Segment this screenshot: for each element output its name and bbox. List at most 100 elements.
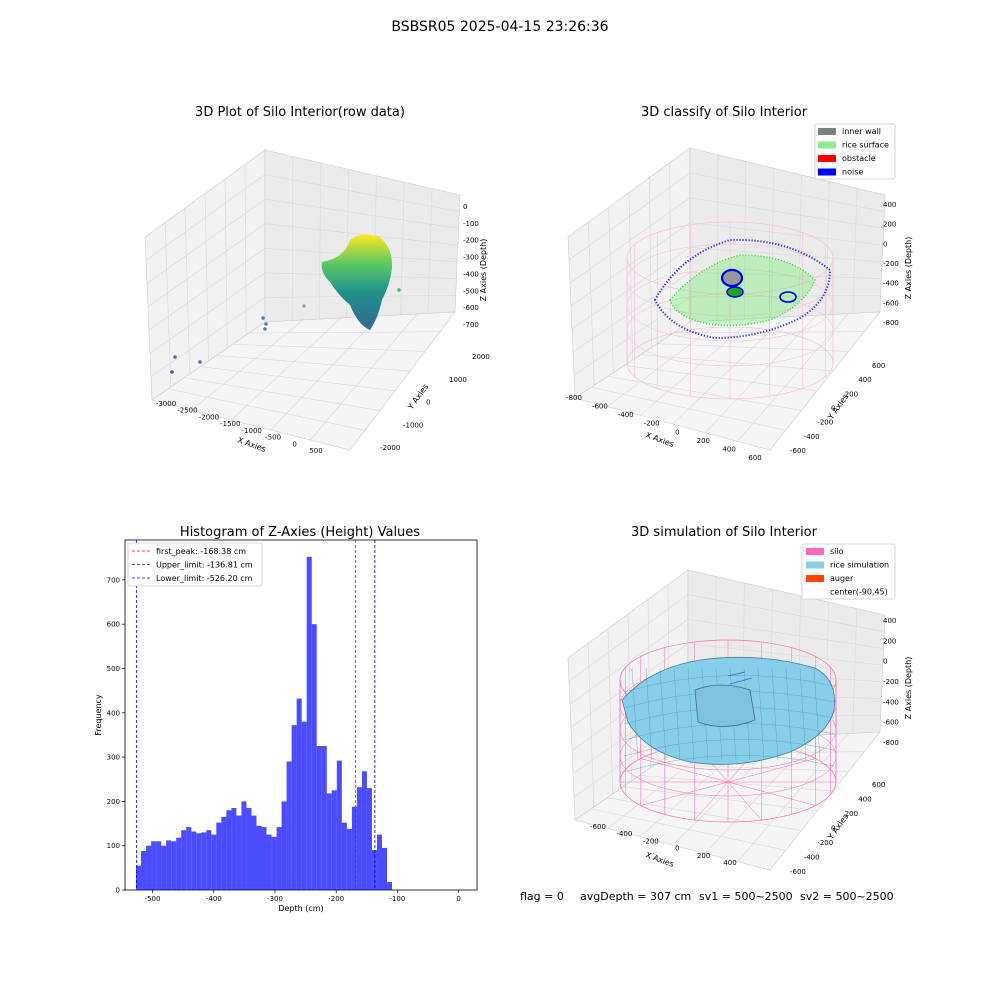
classify-y-tick-label: -600 xyxy=(790,447,806,455)
histogram-y-tick-label: 100 xyxy=(107,842,120,850)
classify-x-tick-label: 0 xyxy=(675,428,679,436)
histogram-bar xyxy=(321,746,327,890)
histogram-y-axis-label: Frequency xyxy=(94,694,103,736)
histogram-legend-label: first_peak: -168.38 cm xyxy=(156,547,246,556)
histogram-bar xyxy=(336,760,342,890)
raw-y-tick-label: 0 xyxy=(426,399,430,407)
histogram-bar xyxy=(261,827,267,890)
histogram-bar xyxy=(211,834,217,890)
raw-y-tick-label: 2000 xyxy=(472,353,490,361)
histogram-panel: Histogram of Z-Axies (Height) Values -50… xyxy=(94,525,478,913)
sv1-text: sv1 = 500~2500 xyxy=(699,890,793,903)
histogram-y-tick-label: 400 xyxy=(107,709,120,717)
simulation-z-tick-label: -600 xyxy=(883,719,899,727)
raw-y-tick-label: 1000 xyxy=(449,376,467,384)
histogram-bar xyxy=(151,841,157,890)
classify-x-tick-label: -800 xyxy=(566,394,582,402)
simulation-z-tick-label: 0 xyxy=(883,658,887,666)
histogram-bar xyxy=(331,790,337,890)
histogram-bar xyxy=(166,840,172,890)
simulation-x-tick-label: 0 xyxy=(675,845,679,853)
simulation-z-tick-label: 200 xyxy=(883,637,896,645)
classify-x-axis-label: X Axies xyxy=(644,430,675,449)
histogram-title: Histogram of Z-Axies (Height) Values xyxy=(180,525,420,540)
classify-y-tick-label: 400 xyxy=(858,376,871,384)
classify-z-tick-label: -600 xyxy=(883,299,899,307)
simulation-x-tick-label: 200 xyxy=(697,852,710,860)
status-footer: flag = 0 avgDepth = 307 cm sv1 = 500~250… xyxy=(520,890,894,903)
histogram-bar xyxy=(291,725,297,890)
simulation-scene xyxy=(619,639,837,823)
raw-x-axis-label: X Axies xyxy=(236,435,267,454)
classify-z-tick-label: -800 xyxy=(883,319,899,327)
classify-panel-title: 3D classify of Silo Interior xyxy=(641,105,808,120)
simulation-legend: silo rice simulation auger center(-90,45) xyxy=(801,543,896,600)
classify-legend-swatch xyxy=(818,168,836,176)
histogram-bar xyxy=(156,841,162,890)
histogram-bar xyxy=(256,825,262,890)
histogram-reference-lines xyxy=(136,540,376,890)
classify-legend-label: inner wall xyxy=(842,127,881,136)
histogram-legend-label: Lower_limit: -526.20 cm xyxy=(156,574,253,583)
classify-z-tick-label: 200 xyxy=(883,221,896,229)
simulation-z-tick-label: 400 xyxy=(883,617,896,625)
histogram-legend-label: Upper_limit: -136.81 cm xyxy=(156,561,253,570)
histogram-x-axis-label: Depth (cm) xyxy=(278,904,323,913)
classify-z-tick-label: -400 xyxy=(883,280,899,288)
histogram-bar xyxy=(191,831,197,890)
classify-legend-label: rice surface xyxy=(842,141,889,150)
raw-x-tick-label: -500 xyxy=(265,434,281,442)
simulation-legend-swatch xyxy=(806,548,824,555)
histogram-bar xyxy=(136,865,142,890)
histogram-bar xyxy=(181,830,187,890)
raw-z-tick-label: -300 xyxy=(463,254,479,262)
raw-x-tick-label: -3000 xyxy=(156,400,176,408)
histogram-bar xyxy=(361,771,367,890)
histogram-x-tick-label: 0 xyxy=(456,895,460,903)
raw-y-tick-label: -2000 xyxy=(380,444,400,452)
histogram-bar xyxy=(226,810,232,890)
histogram-bar xyxy=(246,808,252,890)
histogram-bars xyxy=(136,556,393,890)
simulation-z-tick-label: -400 xyxy=(883,698,899,706)
sv2-text: sv2 = 500~2500 xyxy=(800,890,894,903)
classify-y-tick-label: 0 xyxy=(831,405,835,413)
classify-legend-swatch xyxy=(818,141,836,149)
simulation-legend-label: rice simulation xyxy=(830,561,889,570)
classify-legend-swatch xyxy=(818,155,836,162)
classified-point-cloud xyxy=(626,221,834,400)
raw-z-tick-label: 0 xyxy=(463,203,467,211)
classify-legend-swatch xyxy=(818,128,836,135)
histogram-bar xyxy=(281,801,287,890)
classify-x-tick-label: 200 xyxy=(697,437,710,445)
histogram-bar xyxy=(206,830,212,890)
histogram-bar xyxy=(141,851,147,890)
histogram-bar xyxy=(301,721,307,890)
simulation-x-tick-label: -400 xyxy=(616,830,632,838)
histogram-y-ticks: 0 100 200 300 400 500 600 700 xyxy=(107,576,125,895)
classify-legend: inner wall rice surface obstacle noise xyxy=(814,123,896,180)
classify-y-tick-label: 600 xyxy=(872,362,885,370)
histogram-bar xyxy=(306,556,312,890)
simulation-y-tick-label: 600 xyxy=(872,781,885,789)
histogram-bar xyxy=(231,808,237,890)
simulation-legend-label: auger xyxy=(830,574,854,583)
raw-x-tick-label: -2500 xyxy=(177,407,197,415)
raw-y-axis-label: Y Axies xyxy=(406,382,431,412)
histogram-bar xyxy=(341,822,347,890)
raw-x-tick-label: -1500 xyxy=(220,420,240,428)
classify-z-tick-label: 400 xyxy=(883,201,896,209)
histogram-bar xyxy=(376,834,382,890)
simulation-panel-title: 3D simulation of Silo Interior xyxy=(631,525,818,540)
histogram-bar xyxy=(296,698,302,890)
classify-3d-panel: 3D classify of Silo Interior -800 -600 -40… xyxy=(566,105,913,462)
histogram-legend: first_peak: -168.38 cm Upper_limit: -136.… xyxy=(127,542,263,587)
histogram-bar xyxy=(346,828,352,890)
raw-z-tick-label: -700 xyxy=(463,321,479,329)
histogram-x-tick-label: -400 xyxy=(206,895,222,903)
classify-legend-label: obstacle xyxy=(842,154,876,163)
simulation-legend-swatch xyxy=(806,575,824,582)
histogram-bar xyxy=(316,746,322,890)
histogram-bar xyxy=(276,827,282,890)
